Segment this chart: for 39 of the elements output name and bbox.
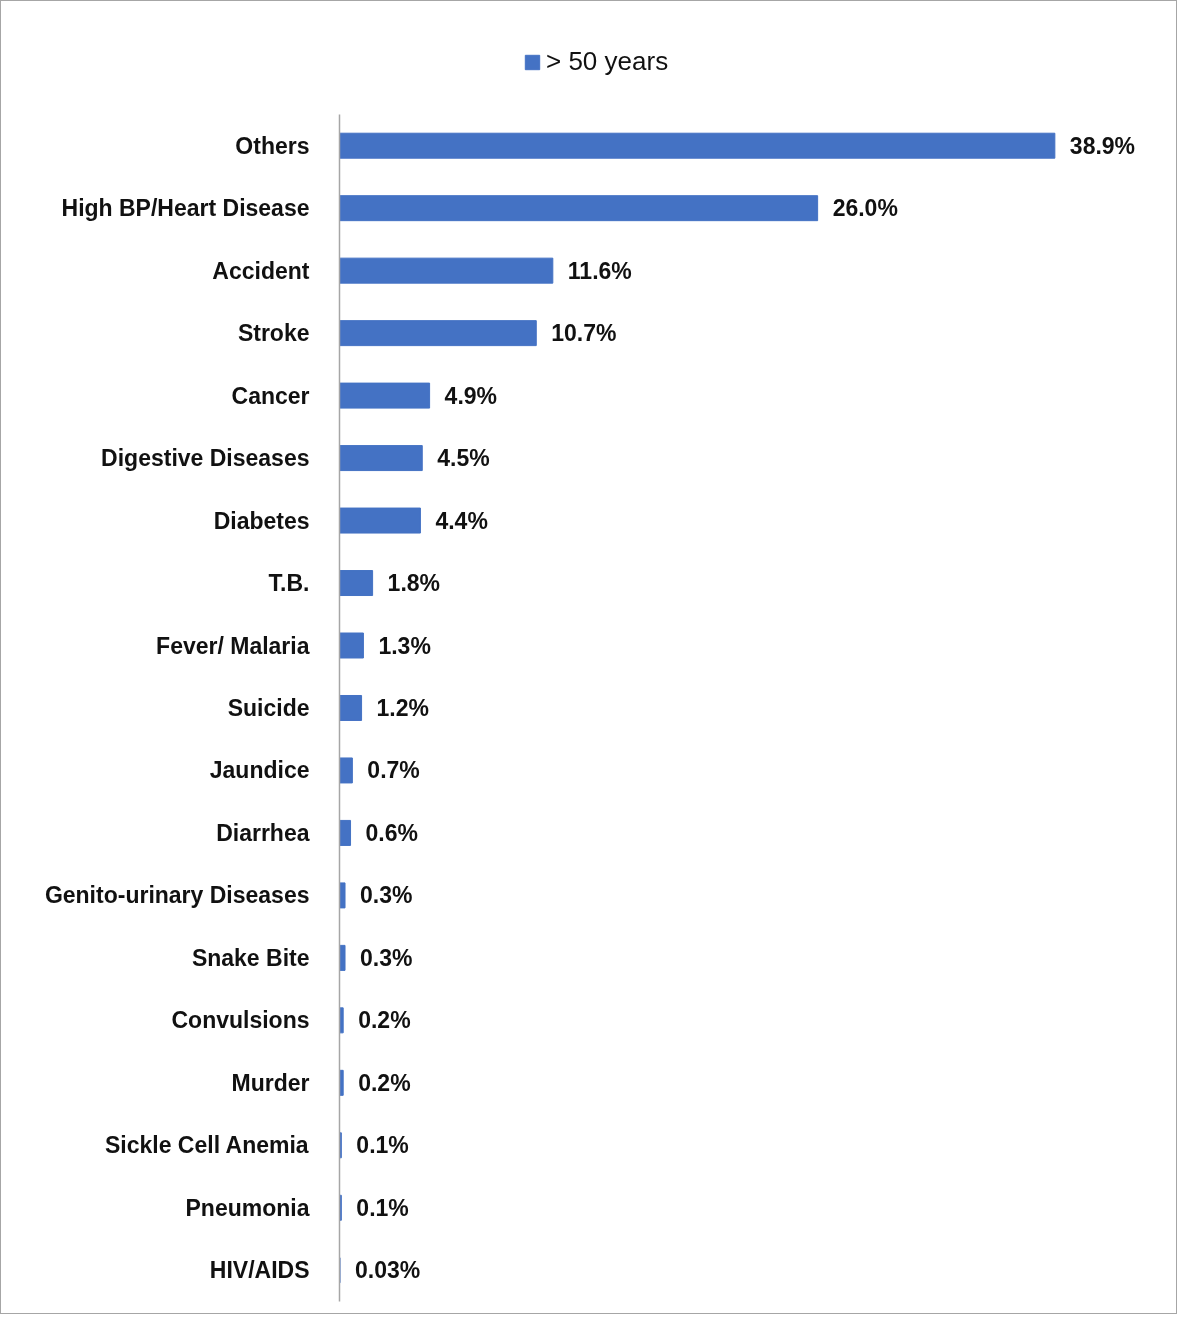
data-label: 1.8%: [387, 570, 441, 597]
data-label: 0.3%: [360, 944, 413, 971]
data-label: 1.3%: [378, 632, 431, 659]
y-tick-label: Sickle Cell Anemia: [104, 1132, 309, 1159]
y-tick-label: Convulsions: [171, 1007, 310, 1034]
y-tick-label: Stroke: [237, 320, 310, 347]
y-tick-label: Jaundice: [209, 757, 310, 784]
data-label: 0.03%: [355, 1257, 421, 1284]
data-label: 0.2%: [358, 1007, 411, 1034]
y-tick-label: High BP/Heart Disease: [61, 195, 310, 222]
data-label: 0.6%: [365, 819, 418, 846]
y-tick-label: Accident: [212, 257, 310, 284]
y-tick-label: Suicide: [227, 694, 310, 721]
y-tick-label: Digestive Diseases: [101, 445, 310, 472]
data-label: 1.2%: [376, 694, 430, 721]
data-label: 26.0%: [832, 195, 898, 222]
y-tick-label: T.B.: [268, 570, 310, 597]
data-label: 0.1%: [356, 1132, 409, 1159]
data-label: 38.9%: [1069, 132, 1136, 159]
y-tick-label: Pneumonia: [185, 1194, 310, 1221]
y-tick-label: HIV/AIDS: [209, 1257, 310, 1284]
y-tick-label: Genito-urinary Diseases: [44, 882, 310, 909]
data-label: 0.2%: [358, 1069, 411, 1096]
y-tick-label: Fever/ Malaria: [156, 632, 310, 659]
data-label: 4.5%: [437, 445, 490, 472]
y-tick-label: Diabetes: [213, 507, 310, 534]
y-tick-label: Others: [235, 132, 310, 159]
y-tick-label: Diarrhea: [216, 819, 310, 846]
data-label: 0.1%: [356, 1194, 409, 1221]
data-label: 11.6%: [567, 257, 632, 284]
data-label: 4.4%: [435, 507, 488, 534]
data-label: 10.7%: [551, 320, 617, 347]
y-tick-label: Cancer: [231, 382, 310, 409]
data-label: 0.3%: [360, 882, 413, 909]
y-tick-label: Murder: [231, 1069, 310, 1096]
legend-label: > 50 years: [546, 46, 669, 77]
data-label: 0.7%: [367, 757, 420, 784]
data-label: 4.9%: [444, 382, 498, 409]
y-tick-label: Snake Bite: [191, 944, 310, 971]
